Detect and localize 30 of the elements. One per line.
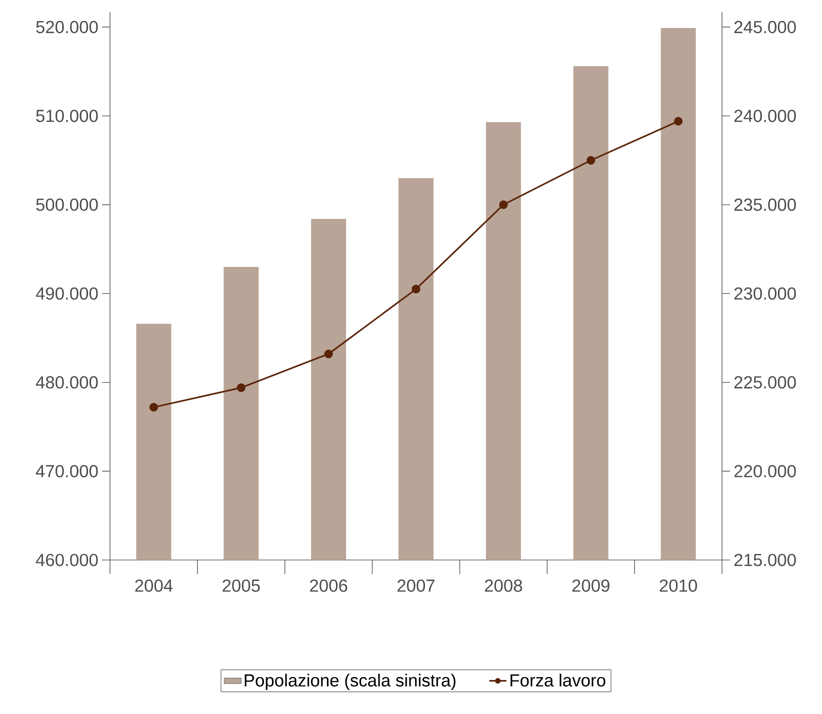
y-tick-label: 490.000: [36, 287, 98, 300]
y-tick-label: 470.000: [36, 464, 98, 478]
x-tick-label: 2010: [660, 580, 697, 592]
x-tick-label: 2009: [572, 580, 610, 592]
y-tick-label: 460.000: [36, 554, 98, 566]
point: [499, 200, 508, 210]
point: [149, 402, 158, 412]
y2-tick-label: 215.000: [734, 554, 796, 566]
point: [236, 383, 246, 392]
y2-tick-label: 240.000: [734, 110, 796, 122]
point: [586, 156, 596, 165]
y2-tick-label: 245.000: [734, 20, 796, 34]
y-tick-label: 500.000: [36, 198, 98, 211]
y2-tick-label: 220.000: [734, 465, 796, 478]
x-tick-label: 2006: [310, 580, 348, 592]
y-tick-label: 480.000: [36, 376, 98, 389]
legend-label: Popolazione (scala sinistra): [244, 674, 456, 690]
y-tick-label: 510.000: [36, 110, 98, 122]
x-tick-label: 2007: [397, 580, 435, 592]
y-tick-label: 520.000: [36, 20, 98, 34]
legend-label: Forza lavoro: [510, 674, 606, 687]
y2-tick-label: 230.000: [734, 287, 796, 300]
point: [324, 350, 333, 358]
point: [674, 116, 683, 126]
x-tick-label: 2008: [484, 580, 522, 592]
y2-tick-label: 235.000: [734, 198, 796, 211]
x-tick-label: 2004: [135, 580, 173, 592]
x-tick-label: 2005: [222, 580, 260, 592]
y2-tick-label: 225.000: [734, 376, 796, 389]
point: [412, 284, 420, 294]
